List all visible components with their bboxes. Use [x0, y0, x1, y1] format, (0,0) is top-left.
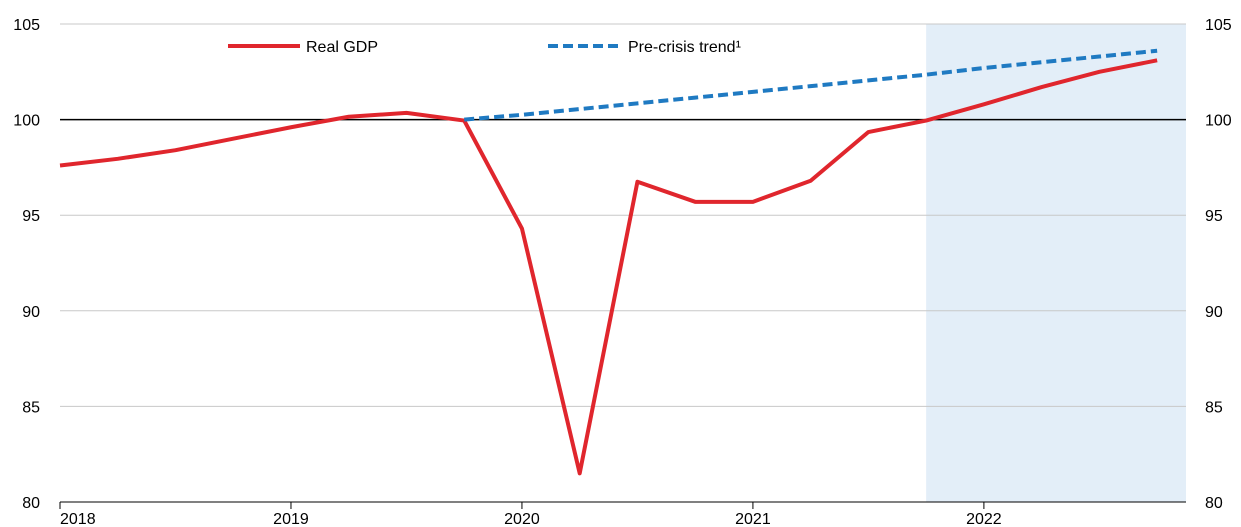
x-tick-label: 2022 [966, 511, 1002, 527]
forecast-shading-layer [926, 24, 1186, 502]
y-tick-label-right: 90 [1205, 304, 1223, 321]
y-tick-label-right: 80 [1205, 495, 1223, 512]
legend: Real GDP Pre-crisis trend¹ [228, 39, 741, 56]
series-pre-crisis-trend-line [464, 48, 1158, 122]
y-tick-label-left: 90 [22, 304, 40, 321]
y-tick-label-left: 95 [22, 208, 40, 225]
series-real-gdp-line [59, 58, 1158, 476]
x-tick-label: 2021 [735, 511, 771, 527]
y-tick-label-right: 85 [1205, 399, 1223, 416]
x-tick-label: 2019 [273, 511, 309, 527]
forecast-shading [926, 24, 1186, 502]
x-tick-label: 2018 [60, 511, 96, 527]
y-tick-label-left: 85 [22, 399, 40, 416]
y-tick-label-right: 95 [1205, 208, 1223, 225]
legend-label-1: Pre-crisis trend¹ [628, 39, 741, 56]
y-tick-label-left: 105 [13, 17, 40, 34]
x-tick-label: 2020 [504, 511, 540, 527]
legend-label-0: Real GDP [306, 39, 378, 56]
gridlines-layer [60, 23, 1186, 407]
y-tick-label-left: 80 [22, 495, 40, 512]
axes-layer: 80 80 85 85 90 90 95 95 100 100 105 105 2018 2019 2020… [13, 17, 1232, 527]
y-tick-label-right: 100 [1205, 113, 1232, 130]
y-tick-label-left: 100 [13, 113, 40, 130]
series-layer [59, 48, 1158, 476]
y-tick-label-right: 105 [1205, 17, 1232, 34]
